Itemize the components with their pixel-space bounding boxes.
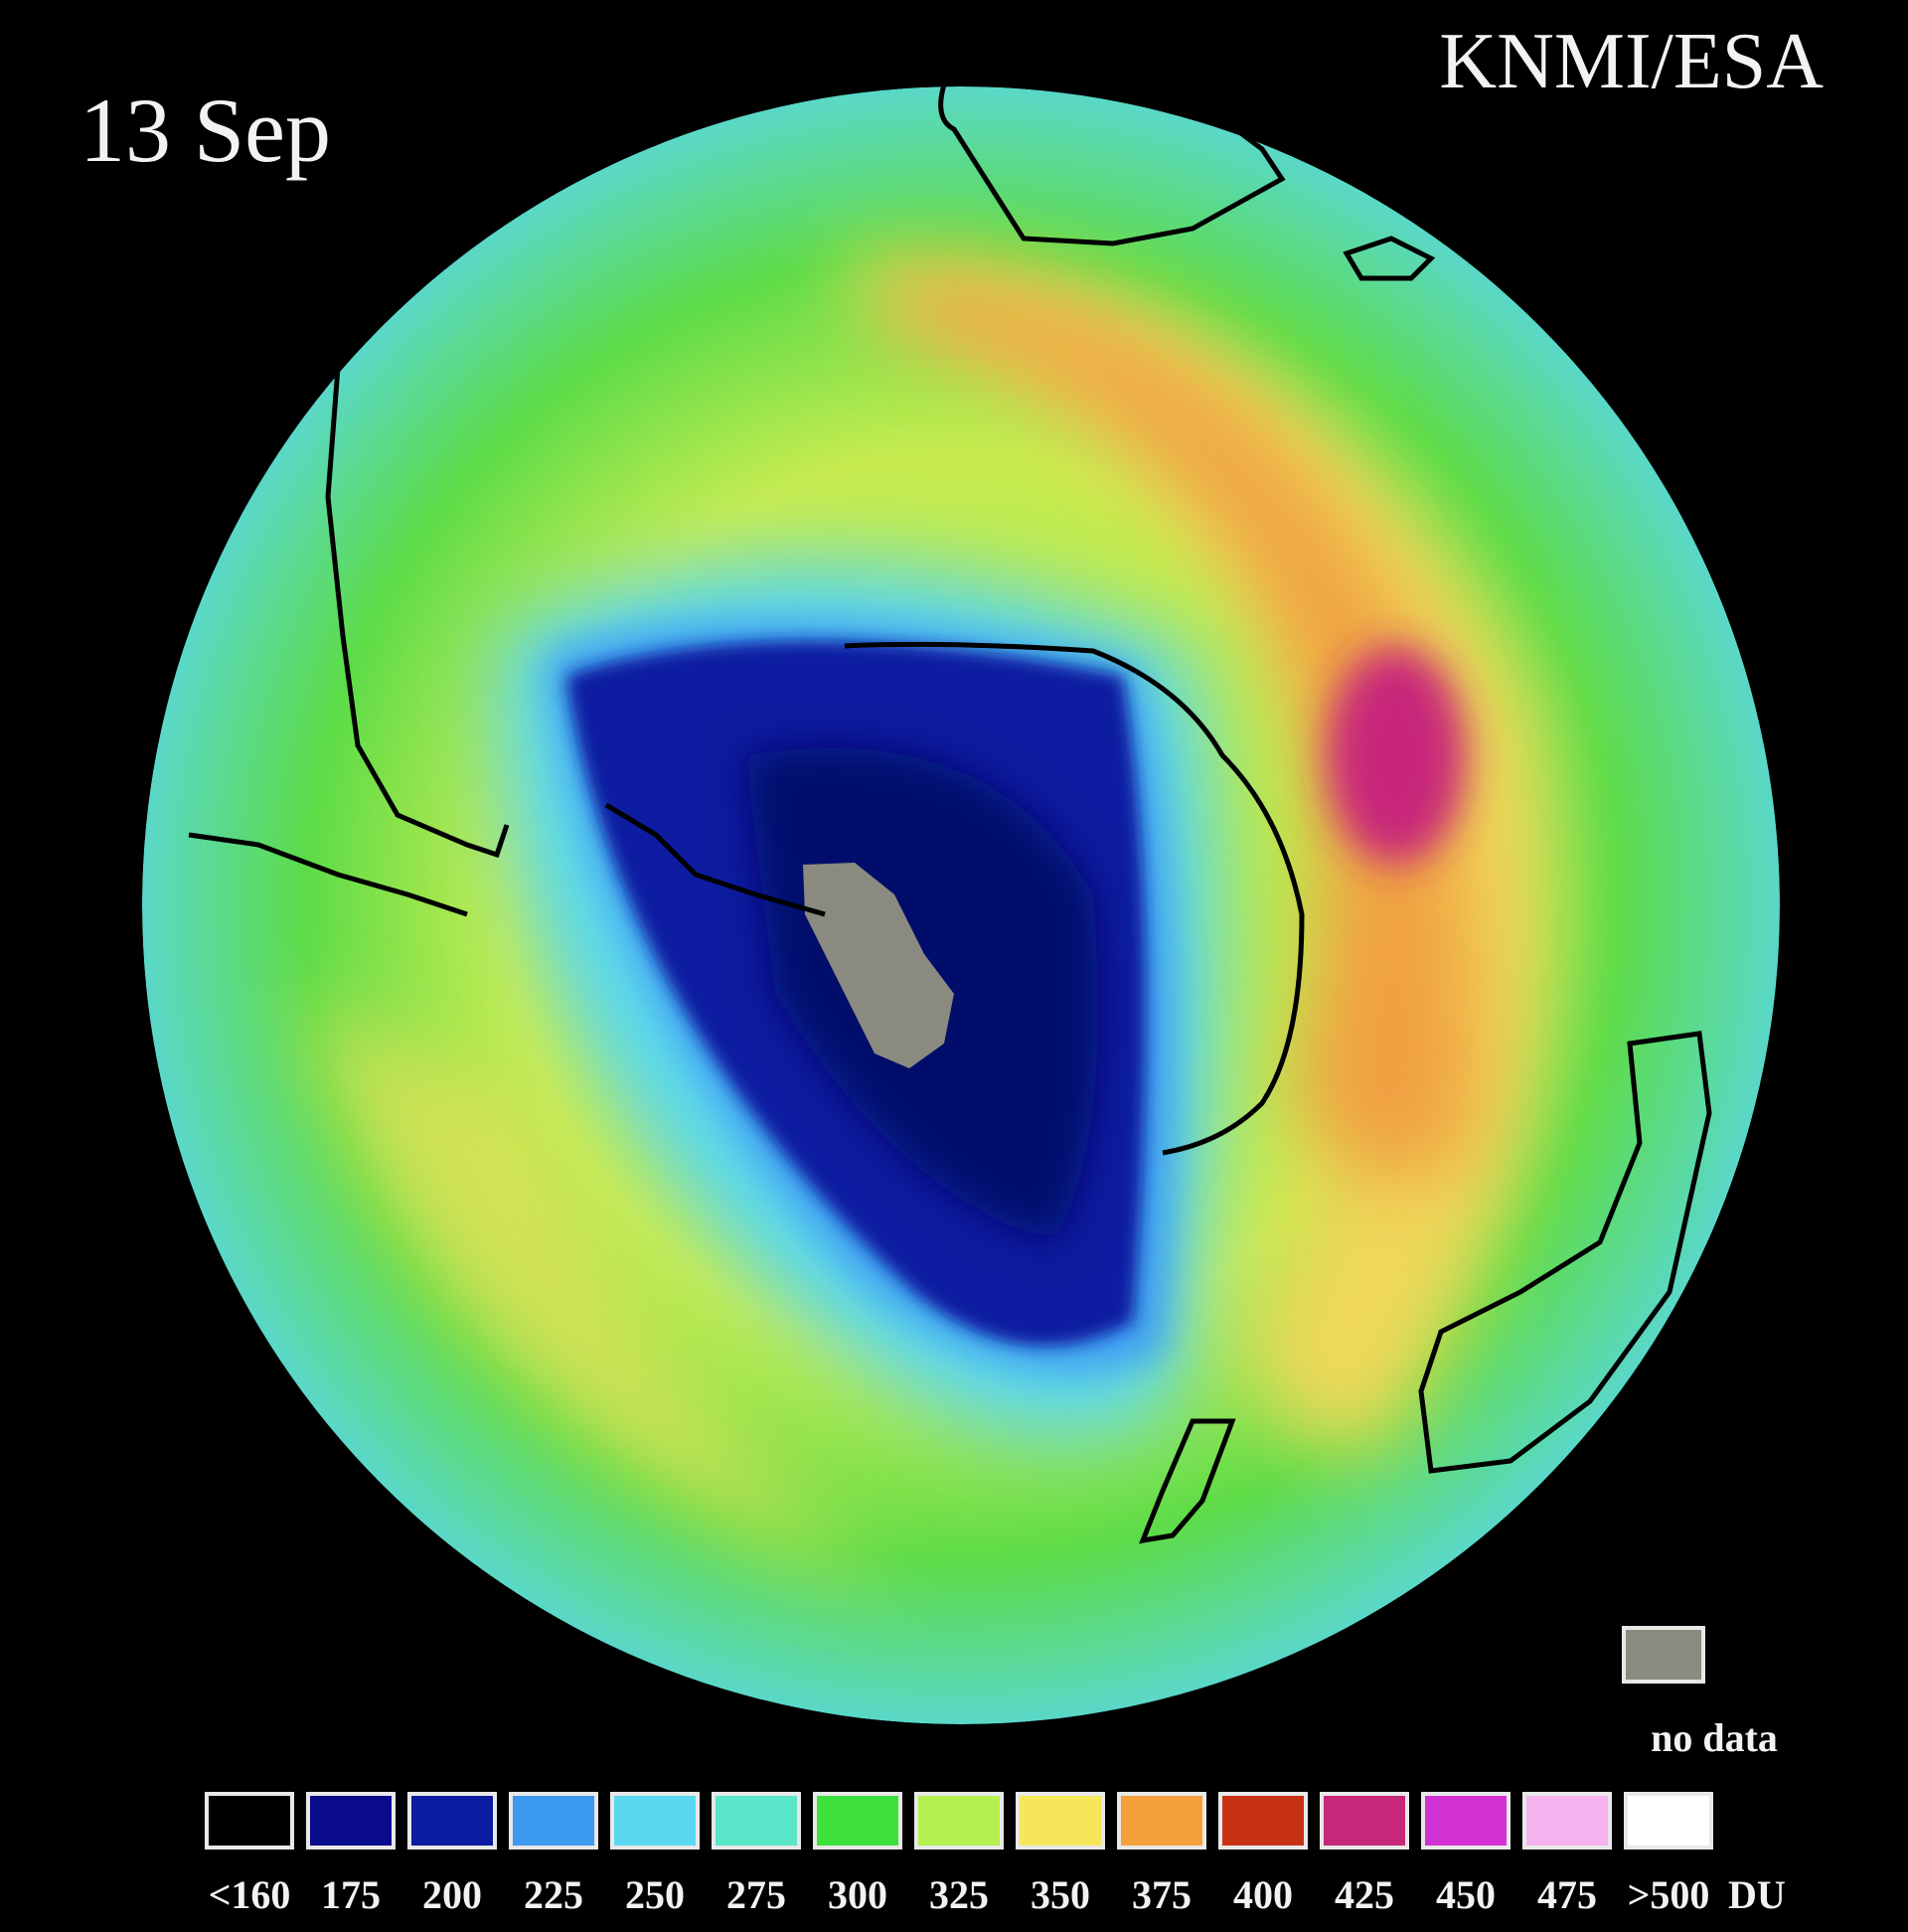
legend-swatch	[407, 1792, 497, 1850]
legend-label: 300	[828, 1872, 887, 1917]
legend-swatch	[610, 1792, 700, 1850]
legend-swatch	[813, 1792, 902, 1850]
legend-label: 350	[1031, 1872, 1090, 1917]
legend-swatch	[1320, 1792, 1409, 1850]
coastlines	[188, 86, 1712, 1544]
legend-label: 275	[726, 1872, 786, 1917]
legend-swatch	[1218, 1792, 1308, 1850]
legend-label: 175	[321, 1872, 381, 1917]
legend-label: 225	[524, 1872, 583, 1917]
date-label: 13 Sep	[80, 80, 331, 181]
globe	[142, 86, 1780, 1724]
legend-swatch	[306, 1792, 396, 1850]
legend-swatch	[712, 1792, 801, 1850]
legend: <160 175 200 225 250 275 300 325 350 375 400 425 450…	[205, 1792, 1786, 1917]
legend-label: <160	[209, 1872, 291, 1917]
legend-label: 325	[929, 1872, 989, 1917]
source-label: KNMI/ESA	[1439, 18, 1824, 105]
legend-label: 200	[422, 1872, 482, 1917]
legend-swatch	[1016, 1792, 1105, 1850]
legend-label: >500	[1628, 1872, 1710, 1917]
no-data-swatch	[1622, 1626, 1705, 1684]
legend-label: 475	[1537, 1872, 1597, 1917]
legend-swatch	[914, 1792, 1004, 1850]
legend-label: 250	[625, 1872, 685, 1917]
legend-label: 400	[1233, 1872, 1293, 1917]
legend-swatch	[1624, 1792, 1713, 1850]
legend-swatch	[1421, 1792, 1510, 1850]
legend-label: 375	[1132, 1872, 1192, 1917]
legend-swatch	[205, 1792, 294, 1850]
legend-label: 425	[1335, 1872, 1394, 1917]
legend-swatch	[1117, 1792, 1206, 1850]
no-data-region	[803, 863, 954, 1068]
legend-swatch	[509, 1792, 598, 1850]
no-data-label: no data	[1651, 1715, 1778, 1760]
legend-label: 450	[1436, 1872, 1496, 1917]
legend-swatch	[1522, 1792, 1612, 1850]
legend-unit: DU	[1728, 1872, 1786, 1917]
